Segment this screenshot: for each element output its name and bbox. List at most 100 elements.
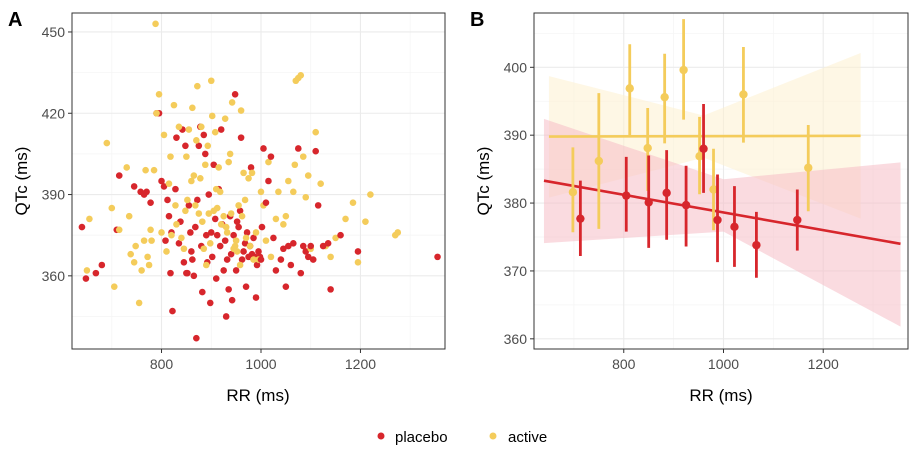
placebo-point	[265, 177, 272, 185]
placebo-point	[270, 234, 277, 242]
active-point	[158, 229, 165, 236]
panel-b-x-tick-label: 800	[612, 356, 636, 372]
active-point	[282, 212, 290, 220]
active-point	[195, 210, 203, 217]
active-point	[108, 204, 116, 212]
placebo-point	[260, 145, 267, 152]
active-point	[207, 77, 215, 85]
placebo-point	[267, 153, 275, 160]
active-point	[132, 242, 139, 250]
active-point	[172, 202, 179, 209]
placebo-point	[213, 231, 221, 239]
active-point	[267, 253, 275, 261]
placebo-point	[130, 183, 138, 190]
active-point	[138, 267, 145, 274]
placebo-point	[233, 218, 241, 225]
placebo-point	[180, 258, 188, 266]
placebo-mean-point	[793, 215, 802, 225]
active-point	[110, 283, 118, 290]
active-point	[178, 234, 185, 242]
placebo-point	[216, 242, 224, 250]
active-point	[175, 123, 183, 131]
active-mean-point	[660, 92, 669, 102]
placebo-point	[208, 253, 216, 261]
panel-b-y-tick-label: 360	[504, 331, 528, 347]
placebo-point	[272, 267, 280, 274]
legend-active-label: active	[508, 429, 547, 446]
active-point	[235, 202, 242, 209]
panel-a-letter: A	[8, 9, 22, 31]
panel-b-y-tick-label: 370	[504, 263, 528, 279]
active-point	[228, 99, 236, 106]
placebo-point	[202, 231, 210, 239]
active-point	[302, 193, 310, 201]
active-point	[173, 221, 180, 228]
legend: placebo active	[377, 429, 547, 446]
placebo-point	[201, 150, 209, 158]
placebo-point	[297, 269, 305, 277]
placebo-mean-point	[576, 214, 585, 223]
active-point	[165, 180, 173, 188]
active-point	[185, 126, 193, 133]
active-mean-point	[568, 188, 578, 197]
active-point	[200, 245, 208, 253]
active-point	[144, 253, 151, 261]
active-point	[257, 188, 265, 196]
panel-b-x-tick-label: 1000	[708, 356, 739, 372]
placebo-confidence-band	[543, 118, 901, 327]
active-point	[202, 261, 210, 269]
placebo-point	[195, 142, 203, 150]
panel-a-grid	[72, 13, 445, 349]
placebo-point	[285, 242, 292, 250]
active-point	[182, 207, 189, 215]
active-point	[220, 212, 227, 220]
panel-b: B 800 1000 1200 360 370 380 390 400 RR (ms) QTc…	[470, 9, 909, 405]
active-point	[217, 221, 225, 228]
placebo-point	[280, 245, 287, 253]
placebo-point	[309, 256, 317, 263]
active-point	[252, 229, 260, 236]
active-point	[299, 153, 307, 160]
placebo-point	[324, 240, 332, 247]
placebo-mean-point	[699, 144, 708, 153]
active-point	[213, 204, 221, 212]
placebo-point	[164, 196, 171, 204]
placebo-point	[175, 240, 183, 247]
active-point	[232, 237, 240, 244]
placebo-point	[304, 253, 312, 261]
active-point	[245, 174, 252, 182]
active-point	[342, 215, 349, 223]
active-point	[190, 172, 198, 179]
placebo-point	[302, 248, 310, 255]
active-point	[237, 107, 245, 114]
placebo-point	[222, 313, 230, 320]
placebo-point	[287, 261, 295, 269]
placebo-point	[147, 199, 154, 206]
active-point	[125, 212, 133, 220]
panel-b-y-axis-title: QTc (ms)	[474, 147, 493, 216]
active-point	[83, 267, 91, 274]
placebo-point	[290, 240, 297, 247]
placebo-point	[190, 272, 198, 280]
active-point	[367, 191, 374, 198]
placebo-point	[434, 253, 441, 261]
placebo-point	[223, 256, 231, 263]
panel-a-ticks: 800 1000 1200 360 390 420 450	[42, 24, 377, 372]
placebo-point	[228, 296, 236, 304]
active-point	[211, 128, 219, 136]
active-point	[188, 177, 195, 185]
placebo-point	[173, 134, 180, 141]
legend-placebo-label: placebo	[395, 429, 448, 446]
panel-a-frame	[71, 12, 446, 350]
active-point	[275, 188, 282, 196]
active-point	[201, 161, 209, 169]
active-point	[312, 128, 319, 136]
panel-a-y-tick-label: 420	[42, 105, 66, 121]
panel-b-y-tick-label: 400	[504, 59, 528, 75]
active-point	[192, 202, 199, 209]
active-point	[290, 188, 297, 196]
active-point	[180, 245, 188, 253]
active-mean-point	[695, 152, 704, 161]
panel-a-x-tick-label: 1000	[245, 356, 276, 372]
